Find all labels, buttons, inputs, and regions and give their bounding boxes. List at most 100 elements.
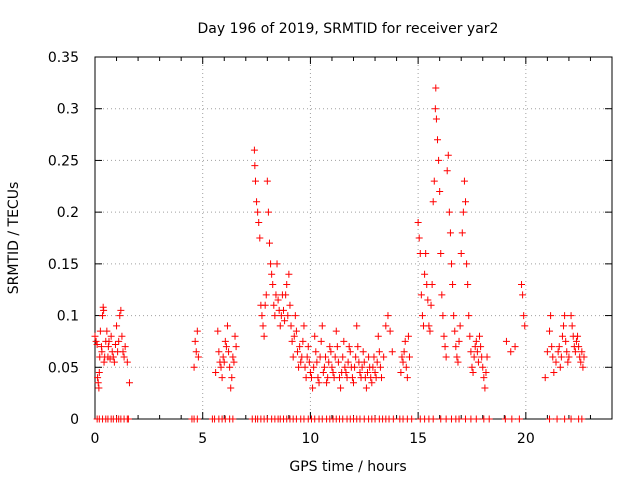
data-point — [268, 270, 276, 278]
data-point — [324, 374, 332, 382]
data-point — [414, 218, 422, 226]
data-point — [449, 281, 457, 289]
data-point — [222, 343, 230, 351]
data-point — [445, 208, 453, 216]
data-point — [107, 332, 115, 340]
data-point — [295, 363, 303, 371]
data-point — [319, 368, 327, 376]
data-point — [453, 353, 461, 361]
data-point — [217, 363, 225, 371]
data-point — [274, 296, 282, 304]
data-point — [549, 353, 557, 361]
zero-point — [455, 415, 463, 423]
zero-point — [501, 415, 509, 423]
data-point — [100, 306, 108, 314]
data-point — [577, 358, 585, 366]
data-point — [290, 332, 298, 340]
zero-point — [124, 415, 132, 423]
data-point — [261, 301, 269, 309]
x-axis-label: GPS time / hours — [289, 459, 406, 475]
data-point — [546, 327, 554, 335]
data-point — [548, 343, 556, 351]
data-point — [378, 374, 386, 382]
y-tick-label: 0.3 — [57, 102, 79, 118]
data-point — [223, 322, 231, 330]
data-point — [362, 384, 370, 392]
data-point — [299, 337, 307, 345]
data-point — [480, 374, 488, 382]
data-point — [472, 337, 480, 345]
data-point — [561, 312, 569, 320]
data-point — [194, 353, 202, 361]
data-point — [558, 332, 566, 340]
y-tick-label: 0.2 — [57, 205, 79, 221]
data-point — [402, 363, 410, 371]
data-point — [323, 379, 331, 387]
y-tick-label: 0.15 — [48, 257, 79, 273]
data-point — [307, 374, 315, 382]
data-point — [117, 306, 125, 314]
data-point — [212, 368, 220, 376]
data-point — [437, 250, 445, 258]
data-point — [305, 358, 313, 366]
data-point — [580, 353, 588, 361]
data-point — [554, 348, 562, 356]
data-point — [564, 358, 572, 366]
data-point — [255, 218, 263, 226]
data-point — [229, 353, 237, 361]
data-point — [454, 358, 462, 366]
data-point — [320, 363, 328, 371]
data-point — [93, 341, 101, 349]
data-point — [541, 374, 549, 382]
data-point — [502, 337, 510, 345]
data-point — [285, 270, 293, 278]
data-point — [462, 198, 470, 206]
data-point — [332, 327, 340, 335]
data-point — [262, 291, 270, 299]
data-point — [507, 348, 515, 356]
data-point — [121, 343, 129, 351]
data-point — [250, 146, 258, 154]
data-point — [286, 301, 294, 309]
zero-point — [485, 415, 493, 423]
data-point — [221, 337, 229, 345]
data-point — [436, 187, 444, 195]
zero-point — [561, 415, 569, 423]
data-point — [256, 234, 264, 242]
data-point — [481, 384, 489, 392]
data-point — [119, 348, 127, 356]
data-point — [105, 337, 113, 345]
data-point — [99, 312, 107, 320]
data-point — [562, 337, 570, 345]
data-point — [314, 374, 322, 382]
y-tick-label: 0.1 — [57, 309, 79, 325]
data-point — [511, 343, 519, 351]
data-point — [352, 353, 360, 361]
data-point — [364, 368, 372, 376]
zero-point — [553, 415, 561, 423]
data-point — [451, 327, 459, 335]
data-point — [568, 322, 576, 330]
data-point — [479, 363, 487, 371]
data-point — [96, 327, 104, 335]
data-point — [354, 343, 362, 351]
data-point — [388, 348, 396, 356]
data-point — [309, 384, 317, 392]
data-point — [450, 312, 458, 320]
data-point — [315, 379, 323, 387]
data-point — [455, 337, 463, 345]
data-point — [482, 368, 490, 376]
data-point — [375, 348, 383, 356]
data-point — [397, 368, 405, 376]
tick-labels: 0 0.05 0.1 0.15 0.2 0.25 0.3 0.35 0 5 10 15 20 — [48, 50, 535, 447]
data-point — [476, 332, 484, 340]
data-point — [380, 353, 388, 361]
data-point — [98, 348, 106, 356]
data-point — [429, 198, 437, 206]
data-point — [303, 353, 311, 361]
data-point — [301, 363, 309, 371]
data-point — [463, 260, 471, 268]
data-point — [578, 348, 586, 356]
y-tick-label: 0.35 — [48, 50, 79, 66]
